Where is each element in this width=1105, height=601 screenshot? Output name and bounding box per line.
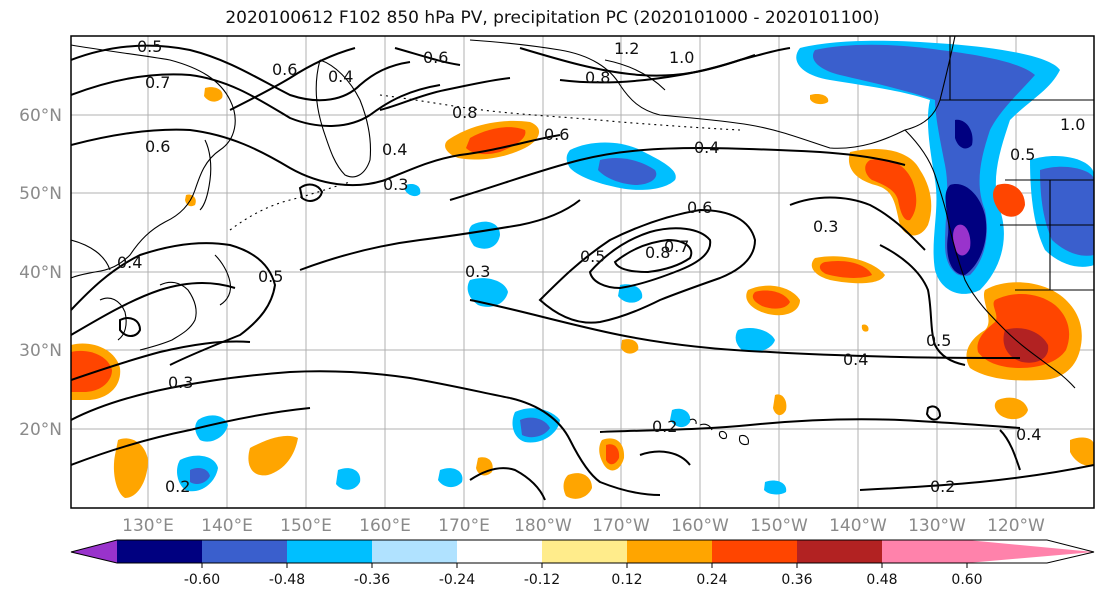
svg-text:1.0: 1.0 <box>1060 115 1085 134</box>
svg-text:0.6: 0.6 <box>272 60 297 79</box>
svg-text:0.3: 0.3 <box>168 373 193 392</box>
lon-label-130e: 130°E <box>122 516 174 536</box>
map-content: 0.5 0.7 0.6 0.4 0.6 0.8 1.2 1.0 0.8 0.6 … <box>71 36 1094 508</box>
lon-tick-labels: 130°E 140°E 150°E 160°E 170°E 180°W 170°… <box>122 516 1045 536</box>
colorbar-segment <box>117 540 202 563</box>
colorbar-segment <box>627 540 712 563</box>
contour-labels: 0.5 0.7 0.6 0.4 0.6 0.8 1.2 1.0 0.8 0.6 … <box>117 37 1085 496</box>
colorbar-outline <box>70 539 1095 564</box>
colorbar-segment <box>797 540 882 563</box>
svg-text:0.6: 0.6 <box>687 198 712 217</box>
colorbar-label: 0.36 <box>781 572 812 588</box>
precip-shading <box>71 40 1094 499</box>
svg-text:0.5: 0.5 <box>926 331 951 350</box>
svg-text:0.3: 0.3 <box>813 217 838 236</box>
lon-label-150w: 150°W <box>750 516 808 536</box>
lon-label-180w: 180°W <box>514 516 572 536</box>
lon-label-160e: 160°E <box>359 516 411 536</box>
svg-text:0.8: 0.8 <box>452 103 477 122</box>
lat-label-60n: 60°N <box>19 106 62 126</box>
svg-text:0.4: 0.4 <box>382 140 407 159</box>
lon-label-140e: 140°E <box>201 516 253 536</box>
chart-title: 2020100612 F102 850 hPa PV, precipitatio… <box>225 8 880 28</box>
lat-label-30n: 30°N <box>19 341 62 361</box>
colorbar-label: -0.24 <box>439 572 475 588</box>
colorbar-segment <box>882 540 967 563</box>
colorbar-segment <box>287 540 372 563</box>
svg-text:0.4: 0.4 <box>117 253 142 272</box>
lon-label-140w: 140°W <box>829 516 887 536</box>
svg-text:0.5: 0.5 <box>580 247 605 266</box>
colorbar-label: -0.48 <box>269 572 305 588</box>
svg-text:1.2: 1.2 <box>614 39 639 58</box>
svg-text:0.4: 0.4 <box>1016 425 1041 444</box>
lon-label-170w: 170°W <box>592 516 650 536</box>
svg-text:0.7: 0.7 <box>145 73 170 92</box>
colorbar-label: 0.48 <box>866 572 897 588</box>
svg-text:0.2: 0.2 <box>652 417 677 436</box>
colorbar: -0.60 -0.48 -0.36 -0.24 -0.12 0.12 0.24 … <box>70 539 1095 588</box>
svg-text:0.7: 0.7 <box>664 237 689 256</box>
lat-label-20n: 20°N <box>19 420 62 440</box>
colorbar-label: 0.60 <box>951 572 982 588</box>
lon-label-150e: 150°E <box>280 516 332 536</box>
svg-text:0.6: 0.6 <box>145 137 170 156</box>
colorbar-label: -0.12 <box>524 572 560 588</box>
svg-text:0.2: 0.2 <box>165 477 190 496</box>
svg-text:0.5: 0.5 <box>137 37 162 56</box>
svg-text:0.4: 0.4 <box>694 138 719 157</box>
colorbar-ticks <box>201 563 968 568</box>
colorbar-label: -0.36 <box>354 572 390 588</box>
colorbar-segment <box>457 540 542 563</box>
lon-label-160w: 160°W <box>671 516 729 536</box>
svg-text:0.6: 0.6 <box>544 125 569 144</box>
colorbar-label: 0.12 <box>611 572 642 588</box>
svg-text:0.5: 0.5 <box>258 267 283 286</box>
map-frame <box>70 35 1095 509</box>
svg-text:0.5: 0.5 <box>1010 145 1035 164</box>
svg-text:0.4: 0.4 <box>328 67 353 86</box>
lon-label-120w: 120°W <box>987 516 1045 536</box>
pv-contours <box>71 44 1094 501</box>
svg-text:0.2: 0.2 <box>930 477 955 496</box>
svg-text:1.0: 1.0 <box>669 48 694 67</box>
colorbar-segment <box>712 540 797 563</box>
colorbar-segment <box>967 540 1094 563</box>
lon-label-130w: 130°W <box>908 516 966 536</box>
colorbar-segment <box>202 540 287 563</box>
lon-label-170e: 170°E <box>438 516 490 536</box>
svg-text:0.3: 0.3 <box>465 262 490 281</box>
colorbar-labels: -0.60 -0.48 -0.36 -0.24 -0.12 0.12 0.24 … <box>184 572 983 588</box>
svg-text:0.6: 0.6 <box>423 48 448 67</box>
svg-text:0.8: 0.8 <box>645 243 670 262</box>
lat-label-50n: 50°N <box>19 184 62 204</box>
colorbar-label: 0.24 <box>696 572 727 588</box>
svg-text:0.8: 0.8 <box>585 68 610 87</box>
colorbar-segment <box>372 540 457 563</box>
colorbar-segment <box>71 540 117 563</box>
lat-label-40n: 40°N <box>19 263 62 283</box>
svg-text:0.4: 0.4 <box>843 350 868 369</box>
svg-text:0.3: 0.3 <box>383 175 408 194</box>
colorbar-segment <box>542 540 627 563</box>
lat-tick-labels: 60°N 50°N 40°N 30°N 20°N <box>19 106 62 440</box>
colorbar-label: -0.60 <box>184 572 220 588</box>
coastlines <box>71 36 1094 446</box>
